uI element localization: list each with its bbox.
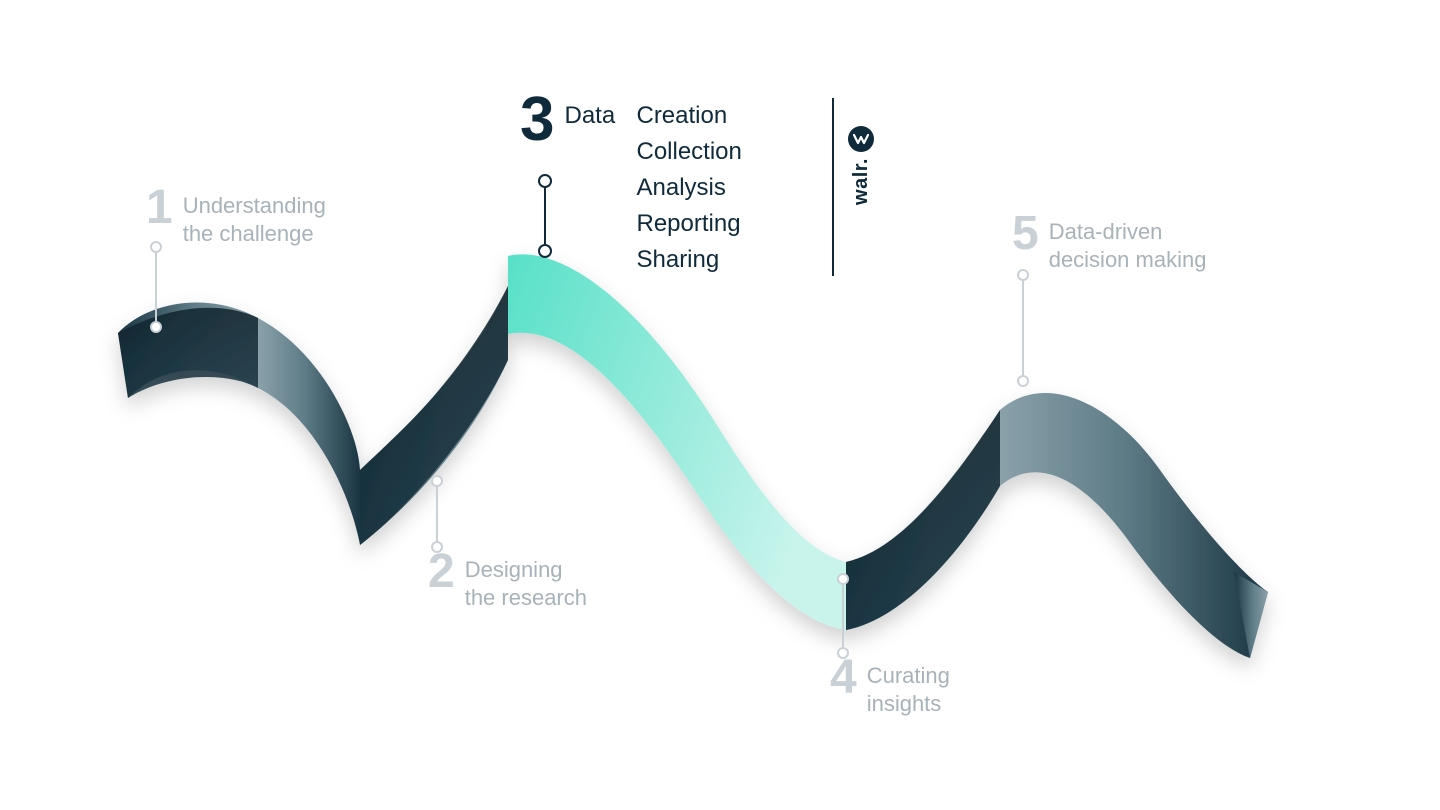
- step-1-text: Understanding the challenge: [183, 186, 326, 247]
- step-5-callout: 5 Data-driven decision making: [1012, 212, 1206, 273]
- step-3-text: Data Creation Collection Analysis Report…: [564, 92, 741, 278]
- step-3-item-4: Reporting: [636, 206, 740, 242]
- step-4-number: 4: [830, 656, 857, 699]
- step-5-text: Data-driven decision making: [1049, 212, 1207, 273]
- step-2-line-2: the research: [465, 584, 587, 612]
- step-3-callout: 3 Data Creation Collection Analysis Repo…: [520, 92, 742, 278]
- step-2-number: 2: [428, 550, 455, 593]
- step-3-item-5: Sharing: [636, 242, 719, 278]
- step-1-number: 1: [146, 186, 173, 229]
- step-4-text: Curating insights: [867, 656, 950, 717]
- step-4-pin: [842, 578, 844, 654]
- brand-divider: [832, 98, 834, 276]
- infographic-stage: 1 Understanding the challenge 2 Designin…: [0, 0, 1440, 810]
- step-1-callout: 1 Understanding the challenge: [146, 186, 326, 247]
- step-2-text: Designing the research: [465, 550, 587, 611]
- step-5-pin: [1022, 274, 1024, 382]
- step-1-pin: [155, 246, 157, 328]
- step-4-line-1: Curating: [867, 662, 950, 690]
- step-2-line-1: Designing: [465, 556, 587, 584]
- step-1-line-2: the challenge: [183, 220, 326, 248]
- brand-logo-glyph: [853, 131, 869, 147]
- step-3-lead: Data: [564, 98, 626, 134]
- step-5-line-2: decision making: [1049, 246, 1207, 274]
- step-4-line-2: insights: [867, 690, 950, 718]
- step-2-callout: 2 Designing the research: [428, 550, 587, 611]
- step-2-pin: [436, 480, 438, 548]
- step-5-line-1: Data-driven: [1049, 218, 1207, 246]
- step-5-number: 5: [1012, 212, 1039, 255]
- step-4-callout: 4 Curating insights: [830, 656, 950, 717]
- step-3-number: 3: [520, 92, 554, 148]
- brand-block: walr.: [848, 126, 874, 205]
- brand-logo-icon: [848, 126, 874, 152]
- step-3-item-3: Analysis: [636, 170, 725, 206]
- step-3-item-1: Creation: [636, 98, 727, 134]
- step-1-line-1: Understanding: [183, 192, 326, 220]
- brand-wordmark: walr.: [850, 158, 873, 205]
- step-3-item-2: Collection: [636, 134, 741, 170]
